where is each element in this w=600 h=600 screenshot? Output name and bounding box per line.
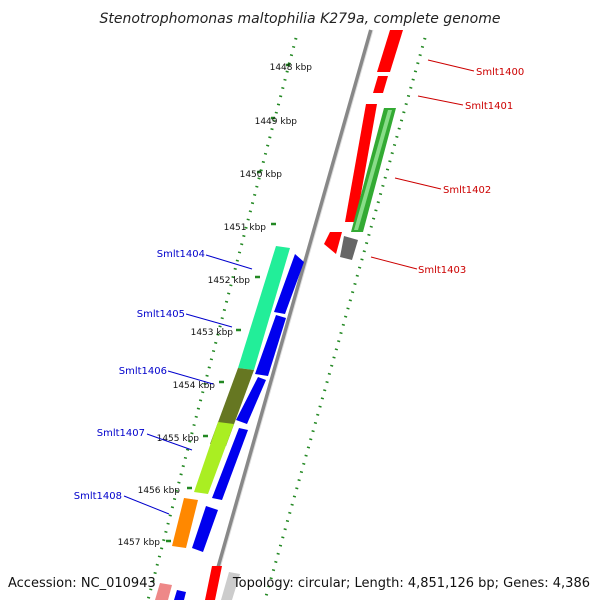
gene-smlt1402-highlight xyxy=(354,110,392,230)
gene-label-smlt1406[interactable]: Smlt1406 xyxy=(119,366,167,377)
gene-smlt1403-a xyxy=(324,232,342,254)
accession-text: Accession: NC_010943 xyxy=(8,576,156,591)
tick-label: 1448 kbp xyxy=(270,63,313,73)
tick-label: 1453 kbp xyxy=(191,328,234,338)
gene-partial-bottom xyxy=(174,590,186,600)
gene-label-smlt1407[interactable]: Smlt1407 xyxy=(97,428,145,439)
label-leader xyxy=(205,254,253,270)
gene-smlt1404 xyxy=(238,246,290,370)
tick-label: 1451 kbp xyxy=(224,223,267,233)
tick-label: 1456 kbp xyxy=(138,486,181,496)
gene-smlt1408 xyxy=(172,498,198,548)
gene-arrow xyxy=(236,377,266,424)
gene-label-smlt1403[interactable]: Smlt1403 xyxy=(418,265,466,276)
label-leader xyxy=(123,495,170,515)
tick-marks xyxy=(166,63,290,543)
tick-label: 1450 kbp xyxy=(240,170,283,180)
tick-label: 1452 kbp xyxy=(208,276,251,286)
label-leader xyxy=(185,313,233,328)
label-leader xyxy=(146,433,193,451)
gene-partial-bottom xyxy=(205,566,222,600)
label-leader xyxy=(370,256,418,270)
gene-label-smlt1401[interactable]: Smlt1401 xyxy=(465,101,513,112)
gene-label-smlt1408[interactable]: Smlt1408 xyxy=(74,491,122,502)
gene-smlt1400 xyxy=(377,30,403,72)
tick-label: 1455 kbp xyxy=(157,434,200,444)
gene-smlt1401-a xyxy=(373,76,388,93)
label-leader xyxy=(417,95,464,106)
tick-label: 1449 kbp xyxy=(255,117,298,127)
gene-label-smlt1405[interactable]: Smlt1405 xyxy=(137,309,185,320)
label-leader xyxy=(167,370,214,385)
gene-label-smlt1402[interactable]: Smlt1402 xyxy=(443,185,491,196)
tick-label: 1457 kbp xyxy=(118,538,161,548)
gene-arrow xyxy=(274,254,304,314)
genome-backbone-highlight xyxy=(210,29,374,600)
gene-partial-bottom xyxy=(155,583,172,600)
gene-arrow xyxy=(255,315,286,376)
label-leaders xyxy=(123,59,475,515)
gene-label-smlt1404[interactable]: Smlt1404 xyxy=(157,249,205,260)
label-leader xyxy=(427,59,475,72)
gene-smlt1407 xyxy=(194,422,234,494)
gene-arrow xyxy=(212,428,248,500)
gene-partial-bottom xyxy=(221,572,240,600)
gene-smlt1401 xyxy=(345,104,377,222)
gene-arrow xyxy=(192,506,218,552)
map-title: Stenotrophomonas maltophilia K279a, comp… xyxy=(100,11,501,27)
gene-label-smlt1400[interactable]: Smlt1400 xyxy=(476,67,524,78)
genome-backbone xyxy=(207,29,373,600)
topology-text: Topology: circular; Length: 4,851,126 bp… xyxy=(232,576,590,591)
tick-label: 1454 kbp xyxy=(173,381,216,391)
label-leader xyxy=(394,177,442,190)
gene-smlt1403 xyxy=(340,236,358,260)
